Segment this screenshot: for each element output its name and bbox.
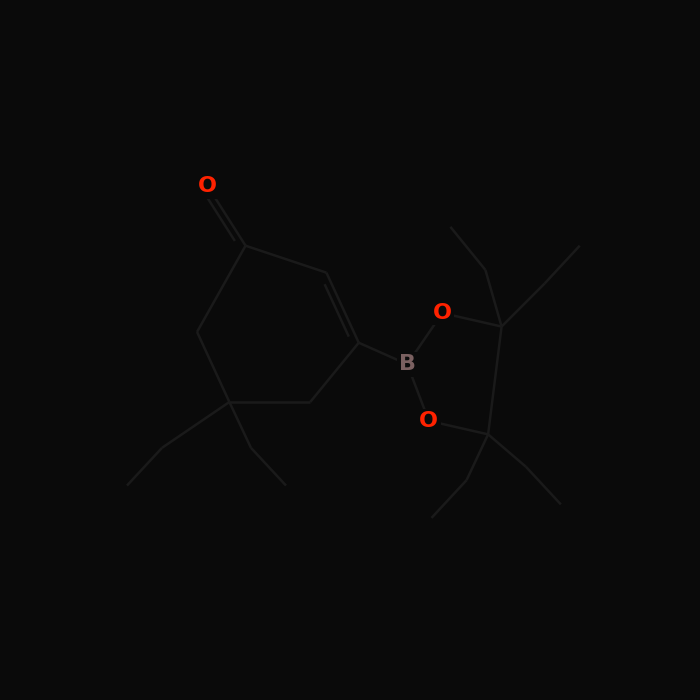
Text: B: B [399, 354, 416, 374]
Text: O: O [419, 411, 438, 431]
Text: O: O [198, 176, 217, 197]
Text: O: O [433, 303, 452, 323]
